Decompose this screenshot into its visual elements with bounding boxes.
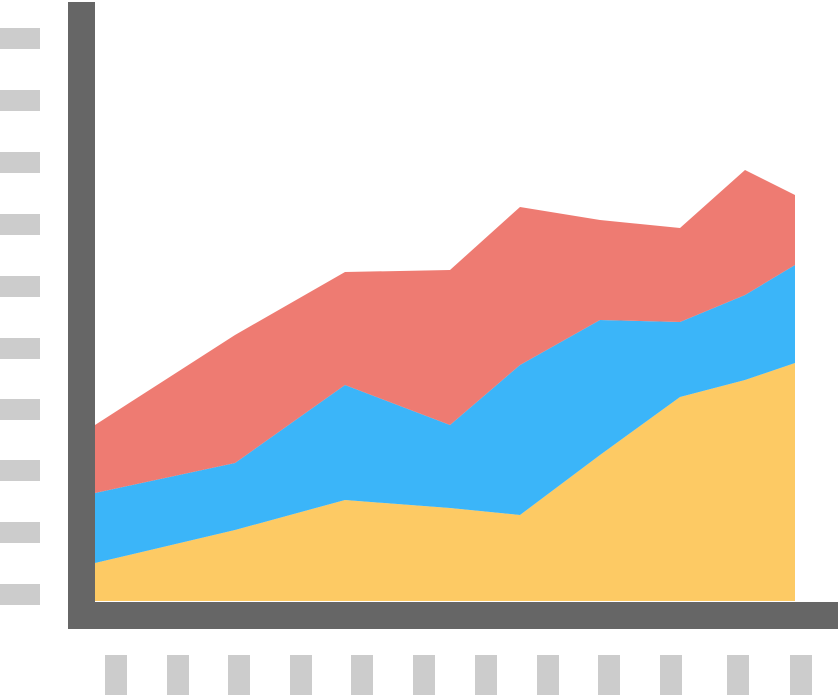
y-label-placeholders xyxy=(0,28,40,605)
placeholder xyxy=(105,655,127,695)
placeholder xyxy=(0,584,40,605)
placeholder xyxy=(727,655,749,695)
placeholder xyxy=(167,655,189,695)
placeholder xyxy=(413,655,435,695)
placeholder xyxy=(0,522,40,543)
placeholder xyxy=(0,28,40,49)
placeholder xyxy=(537,655,559,695)
placeholder xyxy=(0,399,40,420)
placeholder xyxy=(790,655,812,695)
placeholder xyxy=(290,655,312,695)
placeholder xyxy=(0,460,40,481)
placeholder xyxy=(228,655,250,695)
placeholder xyxy=(0,152,40,173)
placeholder xyxy=(598,655,620,695)
x-axis xyxy=(68,602,838,629)
placeholder xyxy=(351,655,373,695)
area xyxy=(95,265,795,563)
placeholder xyxy=(0,90,40,111)
area xyxy=(95,363,795,601)
placeholder xyxy=(0,276,40,297)
plot-area xyxy=(95,170,795,601)
placeholder xyxy=(475,655,497,695)
area xyxy=(95,170,795,493)
y-axis xyxy=(68,2,95,628)
placeholder xyxy=(660,655,682,695)
placeholder xyxy=(0,338,40,359)
x-label-placeholders xyxy=(105,655,812,695)
placeholder xyxy=(0,214,40,235)
